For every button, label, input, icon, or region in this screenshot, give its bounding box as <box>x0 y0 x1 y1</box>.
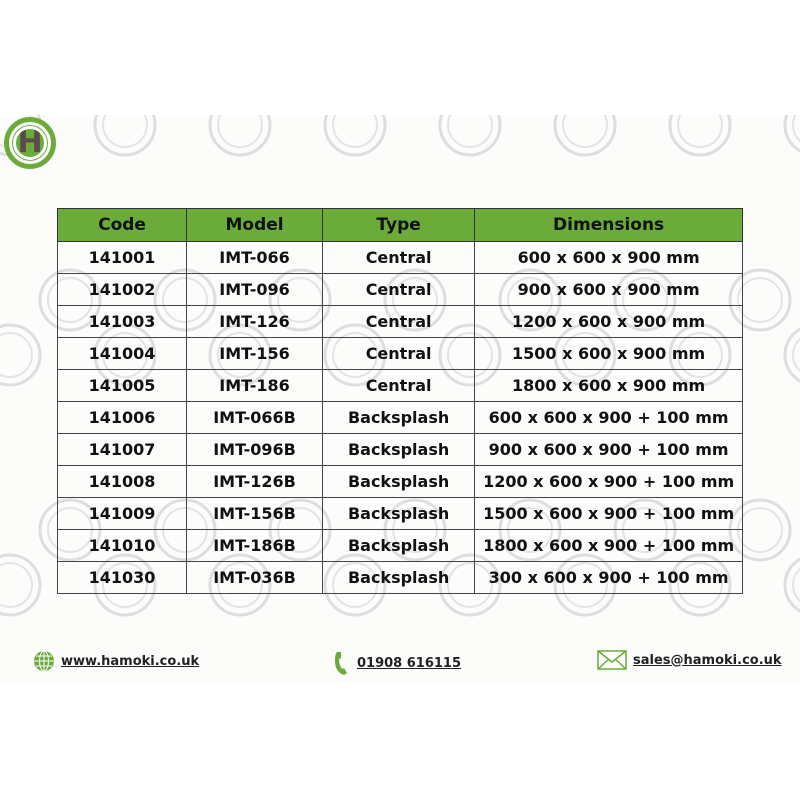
plate-icon <box>783 115 800 153</box>
email-link[interactable]: sales@hamoki.co.uk <box>597 650 782 670</box>
cell-dimensions: 600 x 600 x 900 mm <box>474 241 743 274</box>
plate-icon <box>783 557 800 613</box>
table-row: 141001 IMT-066 Central 600 x 600 x 900 mm <box>56 241 743 274</box>
cell-code: 141030 <box>56 561 188 594</box>
cell-model: IMT-186 <box>186 369 323 402</box>
cell-type: Backsplash <box>321 529 476 562</box>
cell-model: IMT-096B <box>186 433 323 466</box>
hamoki-logo: H <box>4 117 56 169</box>
phone-text[interactable]: 01908 616115 <box>357 655 462 671</box>
cell-dimensions: 1200 x 600 x 900 mm <box>474 305 743 338</box>
plate-icon <box>783 327 800 383</box>
plate-icon <box>668 115 732 157</box>
cell-code: 141003 <box>56 305 188 338</box>
cell-model: IMT-156B <box>186 497 323 530</box>
cell-type: Central <box>321 305 476 338</box>
cell-dimensions: 900 x 600 x 900 + 100 mm <box>474 433 743 466</box>
cell-model: IMT-126 <box>186 305 323 338</box>
cell-type: Backsplash <box>321 561 476 594</box>
table-row: 141002 IMT-096 Central 900 x 600 x 900 mm <box>56 273 743 306</box>
column-header-code: Code <box>56 208 188 242</box>
cell-code: 141009 <box>56 497 188 530</box>
cell-dimensions: 900 x 600 x 900 mm <box>474 273 743 306</box>
website-link[interactable]: www.hamoki.co.uk <box>33 650 199 672</box>
cell-code: 141007 <box>56 433 188 466</box>
cell-dimensions: 1500 x 600 x 900 mm <box>474 337 743 370</box>
cell-model: IMT-096 <box>186 273 323 306</box>
cell-code: 141008 <box>56 465 188 498</box>
cell-dimensions: 1500 x 600 x 900 + 100 mm <box>474 497 743 530</box>
phone-icon <box>335 652 347 675</box>
cell-code: 141005 <box>56 369 188 402</box>
plate-icon <box>0 553 42 617</box>
cell-code: 141002 <box>56 273 188 306</box>
phone-link[interactable]: 01908 616115 <box>333 650 461 676</box>
column-header-type: Type <box>321 208 476 242</box>
envelope-icon <box>597 650 627 670</box>
cell-model: IMT-186B <box>186 529 323 562</box>
cell-type: Central <box>321 369 476 402</box>
table-row: 141003 IMT-126 Central 1200 x 600 x 900 mm <box>56 305 743 338</box>
plate-icon <box>93 115 157 157</box>
cell-model: IMT-066 <box>186 241 323 274</box>
cell-code: 141010 <box>56 529 188 562</box>
cell-model: IMT-156 <box>186 337 323 370</box>
column-header-model: Model <box>186 208 323 242</box>
cell-model: IMT-066B <box>186 401 323 434</box>
cell-type: Central <box>321 337 476 370</box>
cell-type: Central <box>321 273 476 306</box>
cell-type: Backsplash <box>321 401 476 434</box>
plate-icon <box>208 115 272 157</box>
table-row: 141008 IMT-126B Backsplash 1200 x 600 x 900… <box>56 465 743 498</box>
cell-code: 141001 <box>56 241 188 274</box>
plate-icon <box>438 115 502 157</box>
plate-icon <box>553 115 617 157</box>
table-row: 141010 IMT-186B Backsplash 1800 x 600 x 900… <box>56 529 743 562</box>
table-row: 141004 IMT-156 Central 1500 x 600 x 900 mm <box>56 337 743 370</box>
table-header-row: Code Model Type Dimensions <box>56 208 743 242</box>
cell-type: Backsplash <box>321 465 476 498</box>
table-row: 141030 IMT-036B Backsplash 300 x 600 x 900 … <box>56 561 743 594</box>
column-header-dimensions: Dimensions <box>474 208 743 242</box>
cell-code: 141004 <box>56 337 188 370</box>
website-text[interactable]: www.hamoki.co.uk <box>61 653 200 669</box>
plate-icon <box>0 323 42 387</box>
email-text[interactable]: sales@hamoki.co.uk <box>633 652 782 668</box>
cell-dimensions: 1800 x 600 x 900 mm <box>474 369 743 402</box>
product-table: Code Model Type Dimensions 141001 IMT-066 Cen… <box>56 208 743 594</box>
table-row: 141007 IMT-096B Backsplash 900 x 600 x 900 … <box>56 433 743 466</box>
cell-code: 141006 <box>56 401 188 434</box>
table-row: 141006 IMT-066B Backsplash 600 x 600 x 900 … <box>56 401 743 434</box>
cell-model: IMT-036B <box>186 561 323 594</box>
table-row: 141005 IMT-186 Central 1800 x 600 x 900 mm <box>56 369 743 402</box>
cell-dimensions: 1200 x 600 x 900 + 100 mm <box>474 465 743 498</box>
cell-type: Backsplash <box>321 433 476 466</box>
cell-dimensions: 600 x 600 x 900 + 100 mm <box>474 401 743 434</box>
cell-type: Backsplash <box>321 497 476 530</box>
cell-type: Central <box>321 241 476 274</box>
cell-dimensions: 1800 x 600 x 900 + 100 mm <box>474 529 743 562</box>
globe-icon <box>34 650 54 672</box>
plate-icon <box>323 115 387 157</box>
cell-dimensions: 300 x 600 x 900 + 100 mm <box>474 561 743 594</box>
cell-model: IMT-126B <box>186 465 323 498</box>
table-row: 141009 IMT-156B Backsplash 1500 x 600 x 900… <box>56 497 743 530</box>
